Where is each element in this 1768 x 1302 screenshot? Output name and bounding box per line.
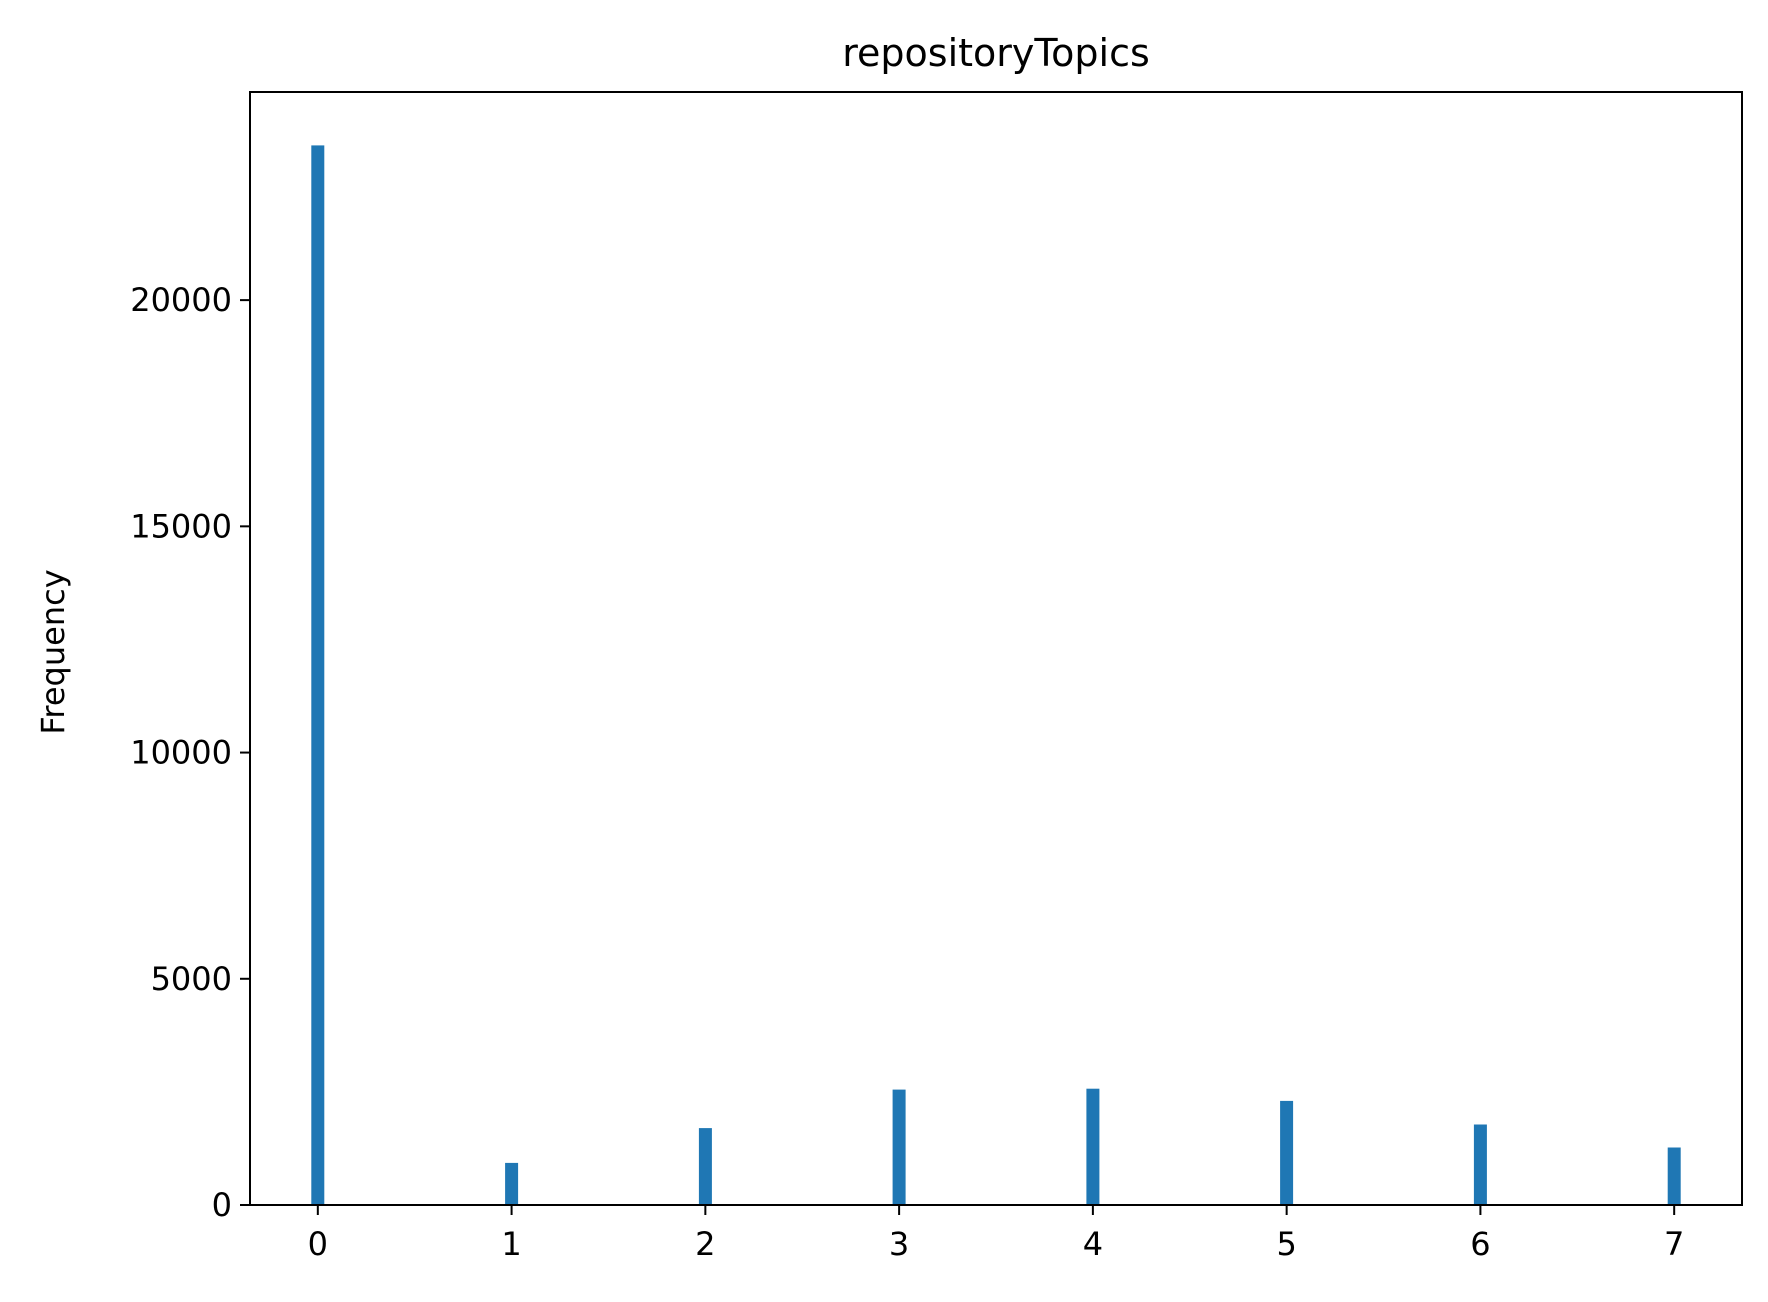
y-tick-label: 15000 [130,507,232,545]
x-tick-label: 1 [501,1225,521,1263]
bars-group [311,145,1681,1205]
bar-2 [698,1128,712,1205]
y-tick-label: 10000 [130,734,232,772]
x-tick-label: 4 [1083,1225,1103,1263]
bar-7 [1667,1147,1681,1205]
x-tick-label: 7 [1664,1225,1684,1263]
bar-1 [505,1162,519,1205]
bar-6 [1473,1124,1487,1205]
bar-5 [1280,1100,1294,1205]
y-tick-label: 5000 [151,960,232,998]
chart-title: repositoryTopics [842,31,1150,75]
y-tick-label: 0 [212,1186,232,1224]
x-tick-label: 5 [1276,1225,1296,1263]
bar-4 [1086,1088,1100,1205]
x-tick-label: 0 [308,1225,328,1263]
y-axis-label: Frequency [34,569,72,734]
x-tick-label: 3 [889,1225,909,1263]
x-axis-ticks: 0 1 2 3 4 5 6 7 [308,1205,1684,1263]
plot-area-frame [249,91,1743,1206]
bar-3 [892,1089,906,1205]
y-tick-label: 20000 [130,281,232,319]
x-tick-label: 2 [695,1225,715,1263]
bar-0 [311,145,325,1205]
y-axis-ticks: 0 5000 10000 15000 20000 [130,281,250,1224]
x-tick-label: 6 [1470,1225,1490,1263]
